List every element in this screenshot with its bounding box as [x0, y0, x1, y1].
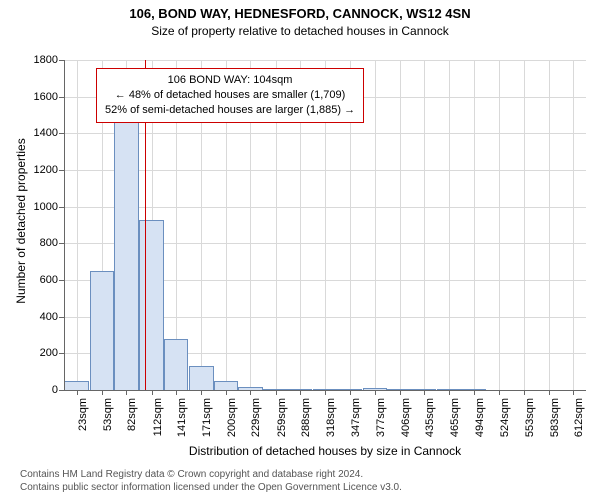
x-tick-label: 435sqm	[424, 398, 436, 448]
y-tick-label: 1000	[20, 201, 58, 213]
y-tick-label: 400	[20, 311, 58, 323]
x-tick-label: 612sqm	[573, 398, 585, 448]
x-tick-label: 141sqm	[176, 398, 188, 448]
histogram-bar	[164, 339, 188, 390]
x-tick-label: 465sqm	[449, 398, 461, 448]
gridline-vertical	[400, 60, 401, 390]
x-tick-label: 318sqm	[325, 398, 337, 448]
x-tick-label: 288sqm	[300, 398, 312, 448]
y-tick-label: 800	[20, 237, 58, 249]
x-tick-label: 229sqm	[250, 398, 262, 448]
x-axis-label: Distribution of detached houses by size …	[64, 444, 586, 458]
y-axis-label: Number of detached properties	[14, 122, 28, 320]
chart-container: 106, BOND WAY, HEDNESFORD, CANNOCK, WS12…	[0, 0, 600, 500]
annotation-line3: 52% of semi-detached houses are larger (…	[105, 103, 355, 118]
gridline-vertical	[375, 60, 376, 390]
y-tick-label: 1400	[20, 127, 58, 139]
y-tick-label: 600	[20, 274, 58, 286]
gridline-vertical	[449, 60, 450, 390]
footer-attribution: Contains HM Land Registry data © Crown c…	[20, 468, 402, 494]
chart-title-primary: 106, BOND WAY, HEDNESFORD, CANNOCK, WS12…	[0, 6, 600, 21]
footer-line2: Contains public sector information licen…	[20, 481, 402, 494]
y-tick-label: 1800	[20, 54, 58, 66]
x-tick-label: 259sqm	[276, 398, 288, 448]
x-tick-label: 347sqm	[350, 398, 362, 448]
gridline-vertical	[499, 60, 500, 390]
gridline-vertical	[424, 60, 425, 390]
chart-title-secondary: Size of property relative to detached ho…	[0, 24, 600, 38]
gridline-vertical	[549, 60, 550, 390]
y-tick-label: 1600	[20, 91, 58, 103]
x-tick-label: 377sqm	[375, 398, 387, 448]
x-tick-label: 200sqm	[226, 398, 238, 448]
annotation-box: 106 BOND WAY: 104sqm ← 48% of detached h…	[96, 68, 364, 123]
x-tick-label: 583sqm	[549, 398, 561, 448]
x-tick-label: 524sqm	[499, 398, 511, 448]
gridline-vertical	[573, 60, 574, 390]
y-tick-label: 0	[20, 384, 58, 396]
gridline-vertical	[474, 60, 475, 390]
gridline-vertical	[77, 60, 78, 390]
x-tick-label: 494sqm	[474, 398, 486, 448]
histogram-bar	[214, 381, 238, 390]
gridline-vertical	[524, 60, 525, 390]
x-tick-label: 23sqm	[77, 398, 89, 448]
footer-line1: Contains HM Land Registry data © Crown c…	[20, 468, 402, 481]
histogram-bar	[64, 381, 88, 390]
x-tick-label: 112sqm	[152, 398, 164, 448]
annotation-line2: ← 48% of detached houses are smaller (1,…	[105, 88, 355, 103]
x-tick-label: 553sqm	[524, 398, 536, 448]
histogram-bar	[139, 220, 163, 391]
annotation-line1: 106 BOND WAY: 104sqm	[105, 73, 355, 88]
x-tick-label: 171sqm	[201, 398, 213, 448]
histogram-bar	[114, 121, 138, 391]
x-tick-label: 82sqm	[126, 398, 138, 448]
y-tick-label: 1200	[20, 164, 58, 176]
y-tick-label: 200	[20, 347, 58, 359]
x-tick-label: 53sqm	[102, 398, 114, 448]
y-axis-line	[64, 60, 65, 390]
x-tick-label: 406sqm	[400, 398, 412, 448]
histogram-bar	[189, 366, 213, 390]
histogram-bar	[90, 271, 114, 390]
x-axis-line	[64, 390, 586, 391]
